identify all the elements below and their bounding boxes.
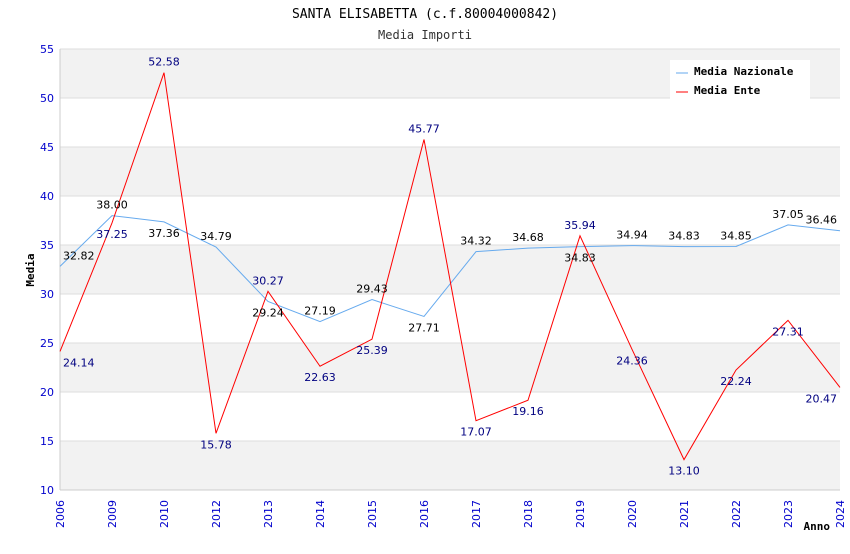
data-label: 45.77 bbox=[408, 122, 440, 135]
x-tick-label: 2017 bbox=[470, 500, 483, 528]
data-label: 52.58 bbox=[148, 56, 180, 69]
y-tick-label: 35 bbox=[40, 239, 54, 252]
data-label: 19.16 bbox=[512, 405, 544, 418]
series-line-ente bbox=[59, 72, 841, 461]
data-label: 37.36 bbox=[148, 227, 180, 240]
y-tick-label: 25 bbox=[40, 337, 54, 350]
x-tick-label: 2018 bbox=[522, 500, 535, 528]
x-tick-label: 2024 bbox=[834, 500, 847, 528]
data-label: 30.27 bbox=[252, 274, 284, 287]
x-tick-label: 2010 bbox=[158, 500, 171, 528]
series-line-nazionale bbox=[59, 215, 841, 323]
y-tick-label: 20 bbox=[40, 386, 54, 399]
data-label: 37.25 bbox=[96, 228, 128, 241]
data-label: 34.83 bbox=[564, 252, 596, 265]
chart-subtitle: Media Importi bbox=[378, 28, 472, 42]
data-label: 34.94 bbox=[616, 229, 648, 242]
data-label: 32.82 bbox=[63, 249, 95, 262]
legend-label: Media Ente bbox=[694, 84, 761, 97]
y-tick-label: 10 bbox=[40, 484, 54, 497]
data-label: 34.85 bbox=[720, 229, 752, 242]
x-tick-label: 2013 bbox=[262, 500, 275, 528]
data-label: 22.63 bbox=[304, 371, 336, 384]
data-label: 36.46 bbox=[806, 214, 838, 227]
data-label: 25.39 bbox=[356, 344, 388, 357]
data-label: 34.32 bbox=[460, 235, 492, 248]
data-label: 29.43 bbox=[356, 283, 388, 296]
x-tick-label: 2016 bbox=[418, 500, 431, 528]
data-label: 22.24 bbox=[720, 375, 752, 388]
legend: Media Nazionale Media Ente bbox=[670, 60, 810, 102]
x-tick-label: 2021 bbox=[678, 500, 691, 528]
grid-band bbox=[60, 147, 840, 196]
y-axis-label: Media bbox=[24, 253, 37, 286]
x-tick-label: 2023 bbox=[782, 500, 795, 528]
x-tick-label: 2022 bbox=[730, 500, 743, 528]
data-label: 38.00 bbox=[96, 199, 128, 212]
data-label: 15.78 bbox=[200, 438, 232, 451]
x-tick-label: 2009 bbox=[106, 500, 119, 528]
data-label: 17.07 bbox=[460, 426, 492, 439]
grid-band bbox=[60, 245, 840, 294]
y-tick-label: 45 bbox=[40, 141, 54, 154]
data-label: 29.24 bbox=[252, 306, 284, 319]
chart-title: SANTA ELISABETTA (c.f.80004000842) bbox=[292, 7, 558, 22]
x-tick-label: 2019 bbox=[574, 500, 587, 528]
data-label: 13.10 bbox=[668, 465, 700, 478]
x-tick-label: 2006 bbox=[54, 500, 67, 528]
data-label: 35.94 bbox=[564, 219, 596, 232]
data-label: 27.71 bbox=[408, 321, 440, 334]
y-tick-label: 50 bbox=[40, 92, 54, 105]
data-label: 20.47 bbox=[806, 392, 838, 405]
data-label: 24.14 bbox=[63, 356, 95, 369]
data-label: 27.19 bbox=[304, 305, 336, 318]
x-tick-label: 2012 bbox=[210, 500, 223, 528]
x-tick-label: 2020 bbox=[626, 500, 639, 528]
y-tick-label: 55 bbox=[40, 43, 54, 56]
y-tick-label: 30 bbox=[40, 288, 54, 301]
legend-label: Media Nazionale bbox=[694, 65, 794, 78]
data-label: 24.36 bbox=[616, 354, 648, 367]
grid-band bbox=[60, 441, 840, 490]
y-tick-label: 40 bbox=[40, 190, 54, 203]
data-label: 34.68 bbox=[512, 231, 544, 244]
grid-band bbox=[60, 343, 840, 392]
y-tick-label: 15 bbox=[40, 435, 54, 448]
x-tick-label: 2014 bbox=[314, 500, 327, 528]
data-label: 34.83 bbox=[668, 230, 700, 243]
x-tick-label: 2015 bbox=[366, 500, 379, 528]
data-label: 27.31 bbox=[772, 325, 804, 338]
x-axis-label: Anno bbox=[804, 520, 831, 533]
data-label: 34.79 bbox=[200, 230, 232, 243]
data-label: 37.05 bbox=[772, 208, 804, 221]
